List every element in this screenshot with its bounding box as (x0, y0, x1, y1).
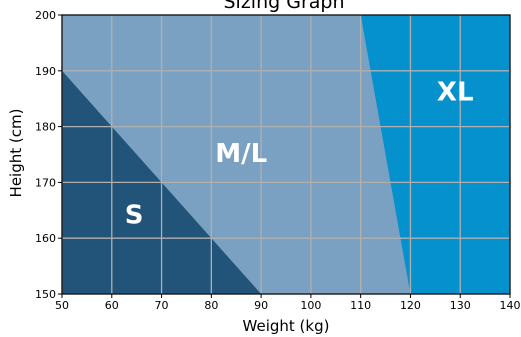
x-tick-label: 100 (300, 299, 321, 312)
x-axis-label: Weight (kg) (243, 317, 330, 335)
y-tick-label: 190 (35, 65, 56, 78)
region-xl (360, 15, 510, 294)
region-label-xl: XL (437, 78, 474, 108)
y-tick-label: 180 (35, 121, 56, 134)
x-tick-label: 50 (55, 299, 69, 312)
x-tick-label: 70 (155, 299, 169, 312)
x-tick-label: 80 (204, 299, 218, 312)
region-label-layer: M/L S XL (125, 78, 474, 231)
region-layer (62, 15, 510, 294)
x-tick-label: 60 (105, 299, 119, 312)
x-tick-label: 90 (254, 299, 268, 312)
y-tick-label: 200 (35, 9, 56, 22)
y-tick-label: 150 (35, 288, 56, 301)
y-tick-label: 160 (35, 232, 56, 245)
region-label-s: S (125, 200, 144, 230)
y-axis-label: Height (cm) (7, 109, 25, 198)
chart-title: Sizing Graph (223, 0, 344, 13)
region-label-m-l: M/L (215, 139, 267, 169)
x-tick-label: 110 (350, 299, 371, 312)
x-tick-label: 130 (450, 299, 471, 312)
plot-frame (61, 14, 511, 295)
tick-layer: 50 60 70 80 90 100 110 120 130 140 150 160 170 180 190… (35, 9, 521, 312)
x-tick-label: 120 (400, 299, 421, 312)
x-tick-label: 140 (500, 299, 521, 312)
y-tick-label: 170 (35, 176, 56, 189)
